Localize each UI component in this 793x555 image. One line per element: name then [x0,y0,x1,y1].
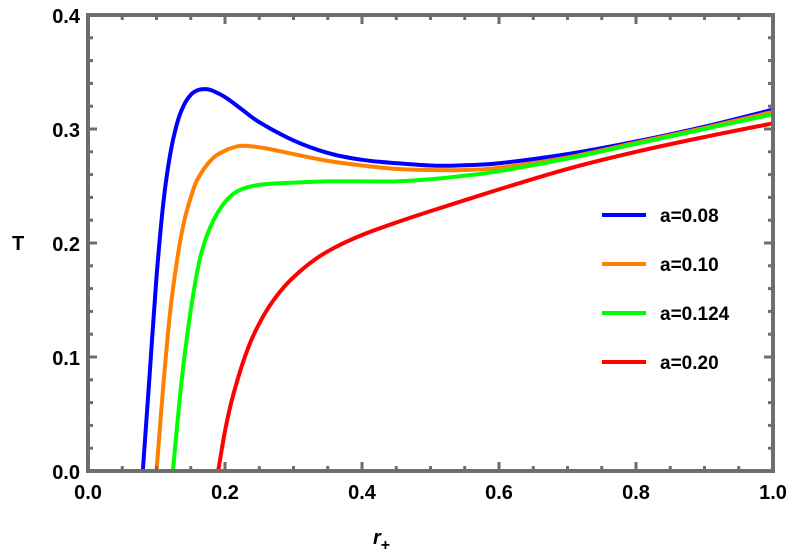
y-tick-label: 0.4 [52,6,81,28]
y-axis-label: T [12,233,24,255]
x-tick-label: 1.0 [759,482,787,504]
series-line [216,121,773,471]
legend-label: a=0.08 [660,206,719,227]
y-tick-label: 0.2 [52,234,80,256]
x-tick-label: 0.6 [485,482,513,504]
legend-label: a=0.10 [660,255,719,276]
legend-item: a=0.124 [602,304,730,325]
y-tick-label: 0.1 [52,348,80,370]
y-tick-label: 0.0 [52,462,80,484]
y-tick-label: 0.3 [52,120,80,142]
series-layer [140,87,773,471]
x-tick-label: 0.4 [348,482,377,504]
series-line [140,87,773,471]
x-axis-label-main: r [373,527,382,549]
legend-item: a=0.10 [602,255,719,276]
legend-item: a=0.08 [602,206,719,227]
legend-item: a=0.20 [602,353,719,374]
x-tick-label: 0.8 [622,482,650,504]
x-tick-label: 0.2 [211,482,239,504]
x-tick-label: 0.0 [74,482,102,504]
axis-ticks [86,13,775,473]
y-tick-labels: 0.0 0.1 0.2 0.3 0.4 [52,6,81,484]
legend-label: a=0.124 [660,304,730,325]
legend: a=0.08 a=0.10 a=0.124 a=0.20 [602,206,730,374]
x-axis-label-subscript: + [381,537,390,554]
legend-label: a=0.20 [660,353,719,374]
x-tick-labels: 0.0 0.2 0.4 0.6 0.8 1.0 [74,482,787,504]
x-axis-label: r+ [373,527,390,554]
series-line [170,112,773,471]
